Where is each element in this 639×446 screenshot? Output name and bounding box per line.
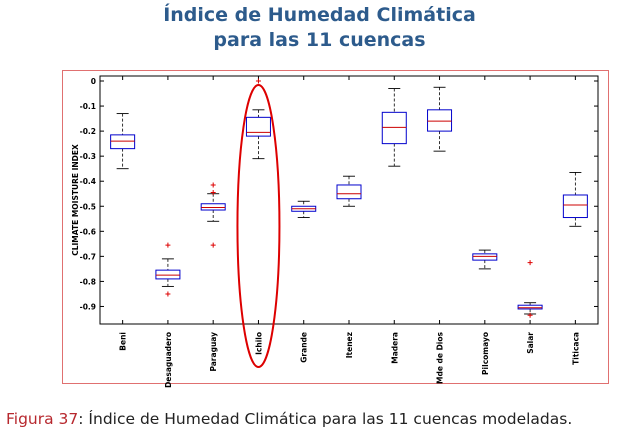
x-category-label: Ichilo — [254, 332, 263, 355]
outlier-point — [210, 189, 216, 195]
box-desaguadero — [155, 242, 181, 297]
y-axis-label: CLIMATE MOISTURE INDEX — [71, 144, 80, 256]
x-category-label: Desaguadero — [164, 332, 173, 388]
x-category-label: Paraguay — [209, 332, 218, 372]
caption-text: : Índice de Humedad Climática para las 1… — [78, 410, 573, 428]
highlight-ellipse — [236, 84, 281, 368]
outlier-point — [210, 182, 216, 188]
y-tick-label: -0.6 — [80, 227, 96, 236]
outlier-point — [210, 242, 216, 248]
box-mde-de-dios — [427, 86, 453, 152]
x-category-label: Grande — [300, 332, 309, 363]
box-salar — [517, 260, 543, 318]
y-tick-label: -0.9 — [80, 302, 96, 311]
box-beni — [110, 113, 136, 170]
box-titicaca — [562, 171, 588, 227]
iqr-box — [427, 109, 453, 132]
figure-frame — [62, 70, 609, 384]
outlier-point — [165, 291, 171, 297]
box-ichilo — [245, 78, 271, 160]
y-tick-label: -0.7 — [80, 252, 96, 261]
x-category-label: Beni — [119, 332, 128, 351]
iqr-box — [155, 269, 181, 280]
x-category-label: Itenez — [345, 332, 354, 358]
iqr-box — [517, 304, 543, 310]
box-paraguay — [200, 182, 226, 248]
box-itenez — [336, 175, 362, 207]
box-grande — [291, 200, 317, 218]
iqr-box — [110, 134, 136, 150]
box-pilcomayo — [472, 249, 498, 270]
x-category-label: Salar — [526, 332, 535, 354]
iqr-box — [562, 194, 588, 219]
y-tick-label: -0.5 — [80, 202, 96, 211]
outlier-point — [527, 312, 533, 318]
iqr-box — [200, 203, 226, 211]
chart-title-line-1: Índice de Humedad Climática — [163, 4, 476, 26]
box-madera — [381, 88, 407, 167]
outlier-point — [255, 78, 261, 84]
iqr-box — [381, 111, 407, 145]
iqr-box — [472, 253, 498, 261]
chart-title-line-2: para las 11 cuencas — [213, 29, 426, 51]
y-tick-label: -0.3 — [80, 152, 96, 161]
y-tick-label: -0.2 — [80, 127, 96, 136]
iqr-box — [336, 184, 362, 200]
iqr-box — [245, 116, 271, 137]
outlier-point — [165, 242, 171, 248]
x-category-label: Pilcomayo — [481, 332, 490, 375]
caption-label: Figura 37 — [6, 410, 79, 428]
figure-caption: Figura 37: Índice de Humedad Climática p… — [6, 410, 636, 428]
y-tick-label: -0.4 — [80, 177, 96, 186]
x-category-label: Mde de Dios — [436, 331, 445, 384]
outlier-point — [527, 260, 533, 266]
x-category-label: Madera — [390, 332, 399, 364]
y-tick-label: -0.1 — [80, 102, 96, 111]
y-tick-label: -0.8 — [80, 277, 96, 286]
x-category-label: Titicaca — [571, 332, 580, 365]
y-tick-label: 0 — [91, 77, 96, 86]
